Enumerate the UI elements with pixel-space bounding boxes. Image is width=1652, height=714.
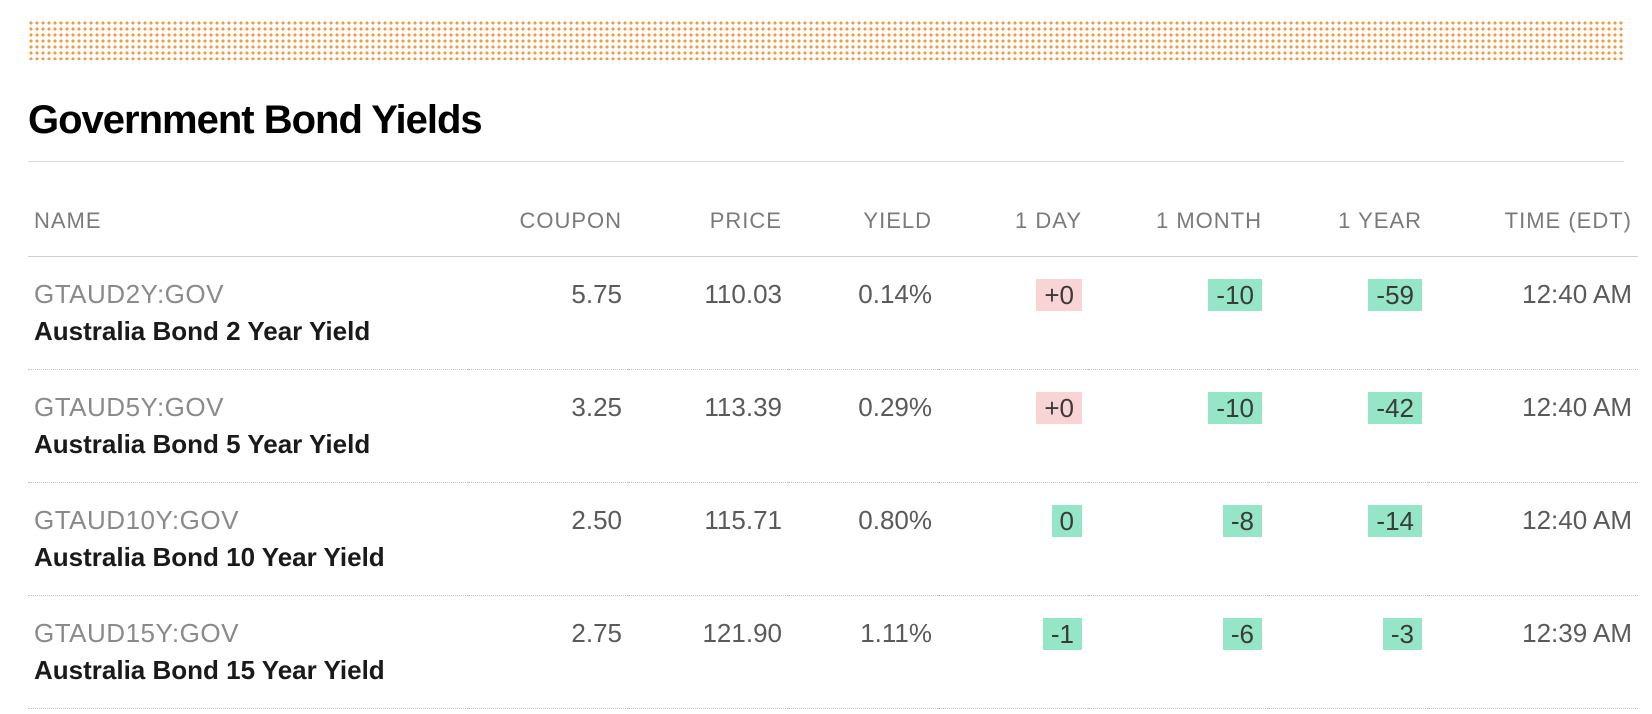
- bond-ticker: GTAUD2Y:GOV: [34, 279, 462, 310]
- bond-description: Australia Bond 5 Year Yield: [34, 429, 462, 460]
- cell-name[interactable]: GTAUD15Y:GOV Australia Bond 15 Year Yield: [28, 596, 468, 709]
- col-header-name[interactable]: NAME: [28, 198, 468, 257]
- cell-name[interactable]: GTAUD10Y:GOV Australia Bond 10 Year Yield: [28, 483, 468, 596]
- cell-1day-badge: +0: [1036, 392, 1082, 424]
- cell-price: 115.71: [628, 483, 788, 596]
- cell-1day: +0: [938, 257, 1088, 370]
- cell-yield: 0.14%: [788, 257, 938, 370]
- cell-1year: -42: [1268, 370, 1428, 483]
- cell-1month-badge: -8: [1223, 505, 1262, 537]
- cell-price: 121.90: [628, 596, 788, 709]
- cell-coupon: 2.75: [468, 596, 628, 709]
- cell-1year-badge: -59: [1368, 279, 1422, 311]
- bond-ticker: GTAUD15Y:GOV: [34, 618, 462, 649]
- table-row[interactable]: GTAUD10Y:GOV Australia Bond 10 Year Yield…: [28, 483, 1638, 596]
- cell-1year-badge: -42: [1368, 392, 1422, 424]
- cell-1year-badge: -3: [1383, 618, 1422, 650]
- cell-1month-badge: -10: [1208, 392, 1262, 424]
- cell-1month-badge: -6: [1223, 618, 1262, 650]
- title-divider: [28, 161, 1624, 162]
- cell-1month: -10: [1088, 257, 1268, 370]
- table-row[interactable]: GTAUD2Y:GOV Australia Bond 2 Year Yield5.…: [28, 257, 1638, 370]
- cell-1day: +0: [938, 370, 1088, 483]
- cell-price: 113.39: [628, 370, 788, 483]
- bond-yields-section: Government Bond Yields NAME COUPON PRICE…: [0, 60, 1652, 709]
- cell-coupon: 2.50: [468, 483, 628, 596]
- cell-1day-badge: +0: [1036, 279, 1082, 311]
- cell-1month: -6: [1088, 596, 1268, 709]
- col-header-time[interactable]: TIME (EDT): [1428, 198, 1638, 257]
- bond-yields-table: NAME COUPON PRICE YIELD 1 DAY 1 MONTH 1 …: [28, 198, 1638, 709]
- col-header-price[interactable]: PRICE: [628, 198, 788, 257]
- cell-1day: 0: [938, 483, 1088, 596]
- bond-description: Australia Bond 15 Year Yield: [34, 655, 462, 686]
- cell-1day: -1: [938, 596, 1088, 709]
- cell-coupon: 5.75: [468, 257, 628, 370]
- bond-description: Australia Bond 10 Year Yield: [34, 542, 462, 573]
- table-row[interactable]: GTAUD15Y:GOV Australia Bond 15 Year Yield…: [28, 596, 1638, 709]
- section-title: Government Bond Yields: [28, 98, 1624, 143]
- cell-1month: -10: [1088, 370, 1268, 483]
- table-row[interactable]: GTAUD5Y:GOV Australia Bond 5 Year Yield3.…: [28, 370, 1638, 483]
- cell-1year: -59: [1268, 257, 1428, 370]
- cell-1year-badge: -14: [1368, 505, 1422, 537]
- cell-yield: 1.11%: [788, 596, 938, 709]
- cell-time: 12:40 AM: [1428, 370, 1638, 483]
- bond-description: Australia Bond 2 Year Yield: [34, 316, 462, 347]
- col-header-1year[interactable]: 1 YEAR: [1268, 198, 1428, 257]
- cell-name[interactable]: GTAUD5Y:GOV Australia Bond 5 Year Yield: [28, 370, 468, 483]
- col-header-coupon[interactable]: COUPON: [468, 198, 628, 257]
- table-header-row: NAME COUPON PRICE YIELD 1 DAY 1 MONTH 1 …: [28, 198, 1638, 257]
- cell-1day-badge: -1: [1043, 618, 1082, 650]
- cell-time: 12:40 AM: [1428, 257, 1638, 370]
- cell-time: 12:39 AM: [1428, 596, 1638, 709]
- bond-ticker: GTAUD10Y:GOV: [34, 505, 462, 536]
- cell-1year: -3: [1268, 596, 1428, 709]
- table-body: GTAUD2Y:GOV Australia Bond 2 Year Yield5.…: [28, 257, 1638, 709]
- decorative-pattern-bar: [28, 20, 1624, 60]
- cell-1day-badge: 0: [1052, 505, 1082, 537]
- cell-name[interactable]: GTAUD2Y:GOV Australia Bond 2 Year Yield: [28, 257, 468, 370]
- col-header-yield[interactable]: YIELD: [788, 198, 938, 257]
- cell-coupon: 3.25: [468, 370, 628, 483]
- cell-yield: 0.29%: [788, 370, 938, 483]
- cell-1month-badge: -10: [1208, 279, 1262, 311]
- cell-time: 12:40 AM: [1428, 483, 1638, 596]
- col-header-1month[interactable]: 1 MONTH: [1088, 198, 1268, 257]
- col-header-1day[interactable]: 1 DAY: [938, 198, 1088, 257]
- cell-yield: 0.80%: [788, 483, 938, 596]
- bond-ticker: GTAUD5Y:GOV: [34, 392, 462, 423]
- cell-1month: -8: [1088, 483, 1268, 596]
- cell-1year: -14: [1268, 483, 1428, 596]
- cell-price: 110.03: [628, 257, 788, 370]
